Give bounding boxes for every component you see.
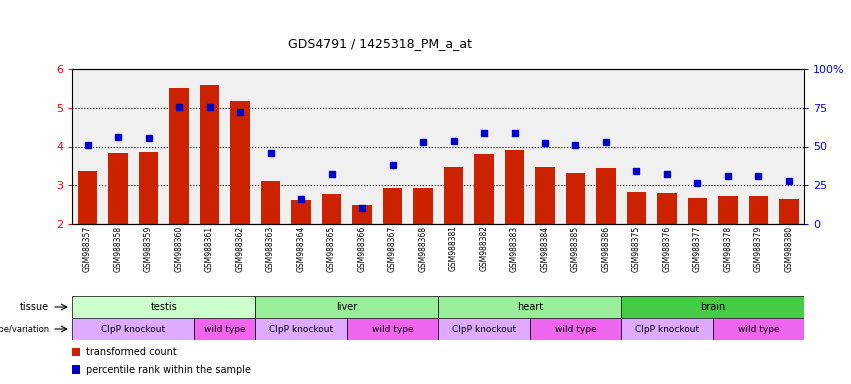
Text: GDS4791 / 1425318_PM_a_at: GDS4791 / 1425318_PM_a_at — [288, 36, 471, 50]
Text: brain: brain — [700, 302, 725, 312]
Point — [142, 135, 156, 141]
Text: percentile rank within the sample: percentile rank within the sample — [87, 365, 251, 375]
Point — [630, 167, 643, 174]
Point — [508, 130, 522, 136]
Point — [691, 180, 705, 186]
Bar — [347, 318, 438, 340]
Bar — [626, 192, 647, 224]
Bar — [291, 200, 311, 224]
Text: wild type: wild type — [204, 324, 246, 333]
Text: ClpP knockout: ClpP knockout — [452, 324, 516, 333]
Text: ClpP knockout: ClpP knockout — [269, 324, 333, 333]
Bar — [443, 167, 464, 224]
Bar — [169, 88, 189, 224]
Bar — [139, 152, 158, 224]
Bar — [72, 365, 80, 374]
Bar — [535, 167, 555, 224]
Bar — [72, 348, 80, 356]
Bar — [566, 173, 585, 224]
Point — [386, 162, 399, 168]
Bar — [529, 318, 621, 340]
Bar — [255, 318, 347, 340]
Point — [233, 109, 247, 115]
Point — [599, 139, 613, 145]
Bar — [688, 198, 707, 224]
Text: liver: liver — [336, 302, 357, 312]
Bar — [194, 318, 255, 340]
Bar — [712, 318, 804, 340]
Bar — [779, 199, 799, 224]
Bar — [383, 188, 403, 224]
Point — [294, 196, 308, 202]
Text: tissue: tissue — [20, 302, 49, 312]
Bar — [749, 196, 768, 224]
Bar — [621, 318, 712, 340]
Point — [568, 141, 582, 147]
Bar — [596, 168, 616, 224]
Point — [721, 172, 734, 179]
Text: transformed count: transformed count — [87, 348, 177, 358]
Bar — [322, 194, 341, 224]
Bar — [200, 85, 220, 224]
Point — [325, 171, 339, 177]
Text: genotype/variation: genotype/variation — [0, 324, 49, 333]
Bar — [505, 151, 524, 224]
Bar — [438, 318, 529, 340]
Point — [172, 104, 186, 110]
Point — [355, 205, 368, 211]
Bar — [352, 205, 372, 224]
Text: wild type: wild type — [555, 324, 597, 333]
Point — [538, 139, 551, 146]
Bar — [77, 170, 98, 224]
Bar — [72, 318, 194, 340]
Point — [81, 141, 94, 147]
Point — [660, 170, 674, 177]
Point — [782, 177, 796, 184]
Text: testis: testis — [151, 302, 177, 312]
Bar — [621, 296, 804, 318]
Bar — [413, 188, 433, 224]
Point — [447, 137, 460, 144]
Bar — [255, 296, 438, 318]
Text: heart: heart — [517, 302, 543, 312]
Text: wild type: wild type — [738, 324, 780, 333]
Bar — [474, 154, 494, 224]
Point — [111, 134, 125, 140]
Point — [416, 139, 430, 145]
Point — [203, 104, 216, 110]
Bar — [230, 101, 250, 224]
Bar — [718, 196, 738, 224]
Bar — [657, 193, 677, 224]
Bar — [108, 154, 128, 224]
Bar — [72, 296, 255, 318]
Point — [477, 130, 491, 136]
Text: ClpP knockout: ClpP knockout — [635, 324, 699, 333]
Point — [751, 172, 765, 179]
Text: wild type: wild type — [372, 324, 414, 333]
Point — [264, 151, 277, 157]
Text: ClpP knockout: ClpP knockout — [101, 324, 165, 333]
Bar — [260, 180, 281, 224]
Bar — [438, 296, 621, 318]
